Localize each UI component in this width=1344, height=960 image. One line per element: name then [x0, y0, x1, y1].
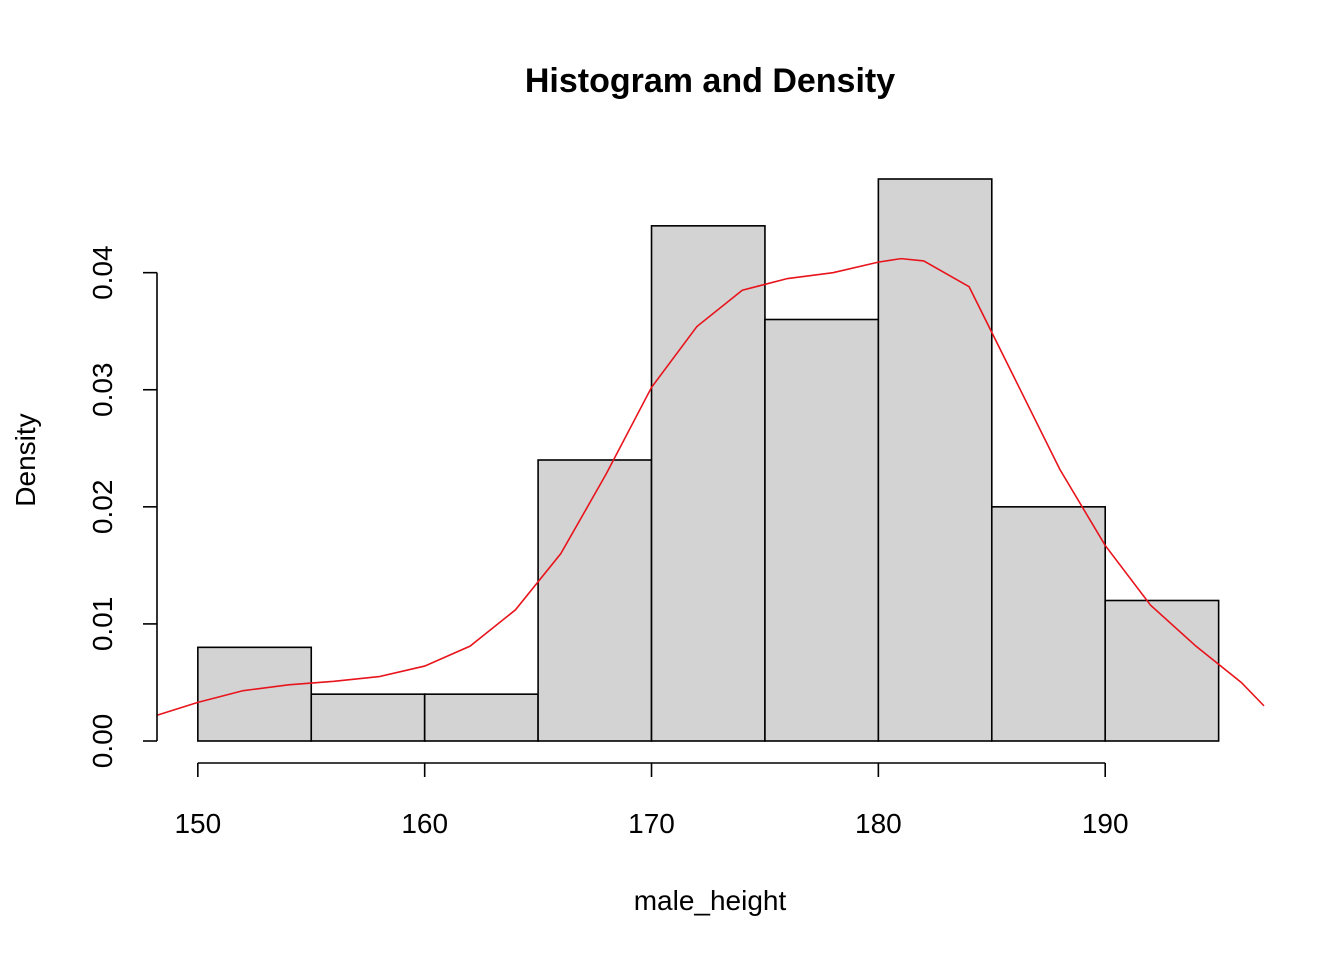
histogram-bar-4 — [650, 225, 766, 742]
histogram-bar-5 — [764, 318, 880, 742]
histogram-bars — [197, 178, 1220, 742]
y-tick-label-1: 0.01 — [87, 597, 118, 652]
y-tick-label-3: 0.03 — [87, 363, 118, 418]
histogram-bar-1 — [310, 693, 426, 742]
density-curve — [156, 257, 1265, 717]
y-axis-label: Density — [10, 413, 41, 506]
x-tick-label-0: 150 — [174, 808, 221, 839]
histogram-bar-3 — [537, 459, 653, 742]
histogram-bar-8 — [1104, 599, 1220, 742]
histogram-bar-6 — [877, 178, 993, 742]
chart-title: Histogram and Density — [525, 62, 895, 100]
x-tick-label-4: 190 — [1082, 808, 1129, 839]
x-tick-label-1: 160 — [401, 808, 448, 839]
x-axis-label: male_height — [634, 885, 787, 916]
y-tick-label-2: 0.02 — [87, 480, 118, 535]
x-axis: 150 160 170 180 190 — [174, 762, 1129, 839]
x-tick-label-3: 180 — [855, 808, 902, 839]
x-tick-label-2: 170 — [628, 808, 675, 839]
histogram-bar-2 — [423, 693, 539, 742]
y-axis: 0.00 0.01 0.02 0.03 0.04 — [87, 245, 158, 769]
histogram-bar-7 — [990, 506, 1107, 742]
y-tick-label-4: 0.04 — [87, 245, 118, 300]
y-tick-label-0: 0.00 — [87, 714, 118, 769]
histogram-bar-0 — [197, 646, 313, 742]
